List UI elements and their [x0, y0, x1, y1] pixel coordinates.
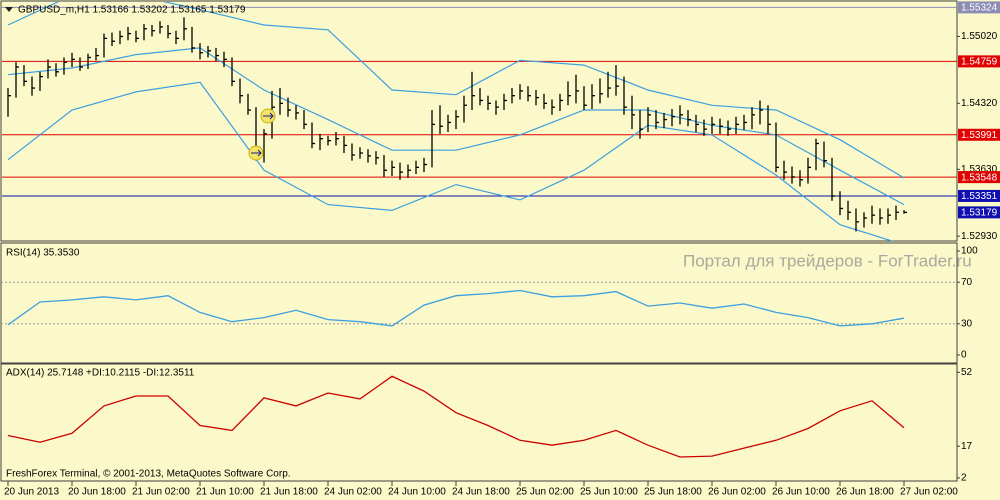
watermark: Портал для трейдеров - ForTrader.ru [683, 251, 972, 270]
rsi-plot [2, 281, 957, 327]
indicator-line [7, 375, 905, 458]
x-tick-label: 27 Jun 02:00 [900, 487, 958, 498]
y-tick-label: 30 [961, 318, 973, 329]
y-tick-label: 52 [961, 367, 973, 378]
y-tick-label: 1.55020 [961, 31, 998, 42]
x-tick-label: 26 Jun 10:00 [772, 487, 830, 498]
x-tick-label: 21 Jun 18:00 [260, 487, 318, 498]
bollinger-middle [7, 47, 905, 206]
price-pane [0, 0, 958, 242]
price-title: GBPUSD_m,H1 1.53166 1.53202 1.53165 1.53… [18, 5, 246, 16]
y-tick-label: 0 [961, 350, 967, 361]
level-box [958, 128, 1000, 141]
level-box [958, 55, 1000, 68]
y-tick-label: 70 [961, 277, 973, 288]
x-tick-label: 24 Jun 18:00 [452, 487, 510, 498]
level-label: 1.54759 [961, 57, 998, 68]
arrow-icon [263, 112, 274, 120]
level-label: 1.53991 [961, 130, 998, 141]
y-tick-label: 2 [961, 473, 967, 484]
x-tick-label: 25 Jun 10:00 [580, 487, 638, 498]
adx-plot [7, 375, 905, 458]
bollinger-upper [7, 2, 905, 179]
last-price-box [958, 206, 1000, 219]
level-label: 1.53351 [961, 191, 998, 202]
level-box [958, 171, 1000, 184]
y-tick-label: 100 [961, 246, 978, 257]
level-label: 1.55324 [961, 3, 998, 14]
x-tick-label: 24 Jun 02:00 [324, 487, 382, 498]
y-tick-label: 1.53630 [961, 164, 998, 175]
indicator-line [7, 289, 905, 327]
x-tick-label: 24 Jun 10:00 [388, 487, 446, 498]
y-tick-label: 1.54320 [961, 98, 998, 109]
rsi-pane [0, 242, 958, 364]
bollinger-lower [7, 81, 894, 241]
level-box [958, 1, 1000, 14]
price-plot [2, 2, 957, 241]
x-tick-label: 20 Jun 2013 [4, 487, 59, 498]
x-tick-label: 25 Jun 18:00 [644, 487, 702, 498]
x-tick-label: 21 Jun 10:00 [196, 487, 254, 498]
last-price-label: 1.53179 [961, 208, 998, 219]
x-tick-label: 26 Jun 02:00 [708, 487, 766, 498]
x-tick-label: 20 Jun 18:00 [68, 487, 126, 498]
level-box [958, 189, 1000, 202]
rsi-title: RSI(14) 35.3530 [6, 248, 80, 259]
x-tick-label: 26 Jun 18:00 [836, 487, 894, 498]
y-tick-label: 17 [961, 441, 973, 452]
y-tick-label: 1.52930 [961, 231, 998, 242]
scales: 1.55020 1.54320 1.53630 1.52930 1.55324 1.547… [4, 1, 1000, 498]
footer: FreshForex Terminal, © 2001-2013, MetaQu… [6, 469, 291, 480]
x-tick-label: 21 Jun 02:00 [132, 487, 190, 498]
arrow-icon [251, 149, 262, 157]
level-label: 1.53548 [961, 172, 998, 183]
adx-title: ADX(14) 25.7148 +DI:10.2115 -DI:12.3511 [6, 368, 195, 379]
x-tick-label: 25 Jun 02:00 [516, 487, 574, 498]
symbol-menu-icon[interactable] [5, 7, 13, 12]
